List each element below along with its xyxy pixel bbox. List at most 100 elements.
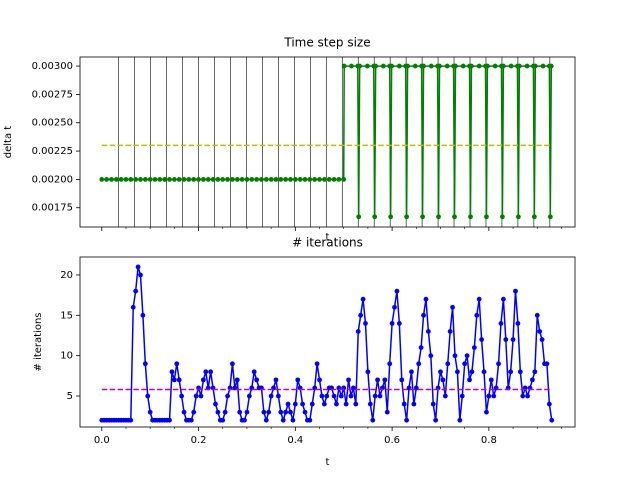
data-point <box>246 393 252 399</box>
data-point <box>481 369 487 375</box>
data-point <box>452 214 457 220</box>
data-point <box>468 214 473 220</box>
data-point <box>389 321 395 326</box>
data-point <box>356 214 362 220</box>
data-point <box>540 63 546 69</box>
data-point <box>181 177 187 182</box>
data-point <box>261 409 267 415</box>
data-point <box>280 417 286 423</box>
data-point <box>147 177 153 182</box>
data-point <box>205 177 211 182</box>
plot-content <box>99 264 555 423</box>
data-point <box>440 377 446 383</box>
data-point <box>399 377 405 383</box>
data-point <box>213 401 218 407</box>
y-tick-label: 0.00175 <box>32 203 73 214</box>
data-point <box>421 312 426 318</box>
y-tick-label: 5 <box>67 391 73 402</box>
data-point <box>530 377 535 383</box>
data-point <box>334 401 339 407</box>
data-point <box>363 321 368 326</box>
data-point <box>372 214 378 220</box>
data-point <box>278 409 284 415</box>
data-point <box>484 214 489 220</box>
y-tick-label: 20 <box>60 270 73 281</box>
data-point <box>118 177 124 182</box>
data-point <box>508 369 514 375</box>
data-point <box>349 63 354 69</box>
data-point <box>396 321 402 326</box>
data-point <box>314 361 320 367</box>
data-point <box>467 377 472 383</box>
data-point <box>133 288 139 294</box>
data-point <box>430 401 436 407</box>
data-point <box>394 288 400 294</box>
data-point <box>531 214 537 220</box>
data-point <box>244 177 250 182</box>
data-point <box>338 393 344 399</box>
data-point <box>273 177 279 182</box>
data-point <box>288 409 293 415</box>
data-point <box>452 353 458 359</box>
data-point <box>447 329 453 334</box>
data-point <box>500 296 506 302</box>
data-point <box>237 409 243 415</box>
data-point <box>244 409 250 415</box>
data-point <box>138 177 143 182</box>
data-point <box>392 304 397 310</box>
data-point <box>230 177 235 182</box>
data-point <box>532 63 538 69</box>
data-point <box>249 177 255 182</box>
data-point <box>300 401 305 407</box>
data-point <box>515 214 521 220</box>
data-point <box>405 63 410 69</box>
data-point <box>409 369 414 375</box>
data-point <box>288 177 293 182</box>
data-point <box>469 63 474 69</box>
data-point <box>234 177 240 182</box>
data-point <box>225 393 230 399</box>
data-point <box>171 377 177 383</box>
data-point <box>496 361 501 367</box>
data-point <box>491 393 497 399</box>
data-point <box>546 401 552 407</box>
data-point <box>220 177 226 182</box>
x-axis-label: t <box>326 232 330 243</box>
data-point <box>191 177 197 182</box>
data-point <box>471 345 477 351</box>
data-point <box>133 177 139 182</box>
data-point <box>254 177 260 182</box>
data-point <box>302 177 308 182</box>
data-point <box>377 393 383 399</box>
data-point <box>388 214 394 220</box>
data-point <box>375 377 380 383</box>
y-tick-label: 15 <box>60 310 73 321</box>
data-point <box>353 401 359 407</box>
data-point <box>428 63 434 69</box>
data-point <box>200 377 206 383</box>
data-point <box>278 177 284 182</box>
data-point <box>428 353 434 359</box>
data-point <box>412 63 418 69</box>
data-point <box>138 272 143 278</box>
data-point <box>372 393 378 399</box>
data-point <box>128 177 134 182</box>
data-point <box>515 321 521 326</box>
data-point <box>167 177 172 182</box>
data-point <box>421 63 426 69</box>
data-point <box>152 177 158 182</box>
data-point <box>307 417 313 423</box>
data-point <box>464 353 470 359</box>
data-point <box>263 177 269 182</box>
data-point <box>460 63 466 69</box>
data-point <box>341 177 347 182</box>
data-point <box>382 377 388 383</box>
data-point <box>462 361 468 367</box>
data-point <box>358 312 364 318</box>
data-point <box>186 177 192 182</box>
data-point <box>259 177 264 182</box>
data-point <box>469 369 475 375</box>
data-point <box>176 177 182 182</box>
data-point <box>484 409 489 415</box>
data-point <box>445 361 451 367</box>
